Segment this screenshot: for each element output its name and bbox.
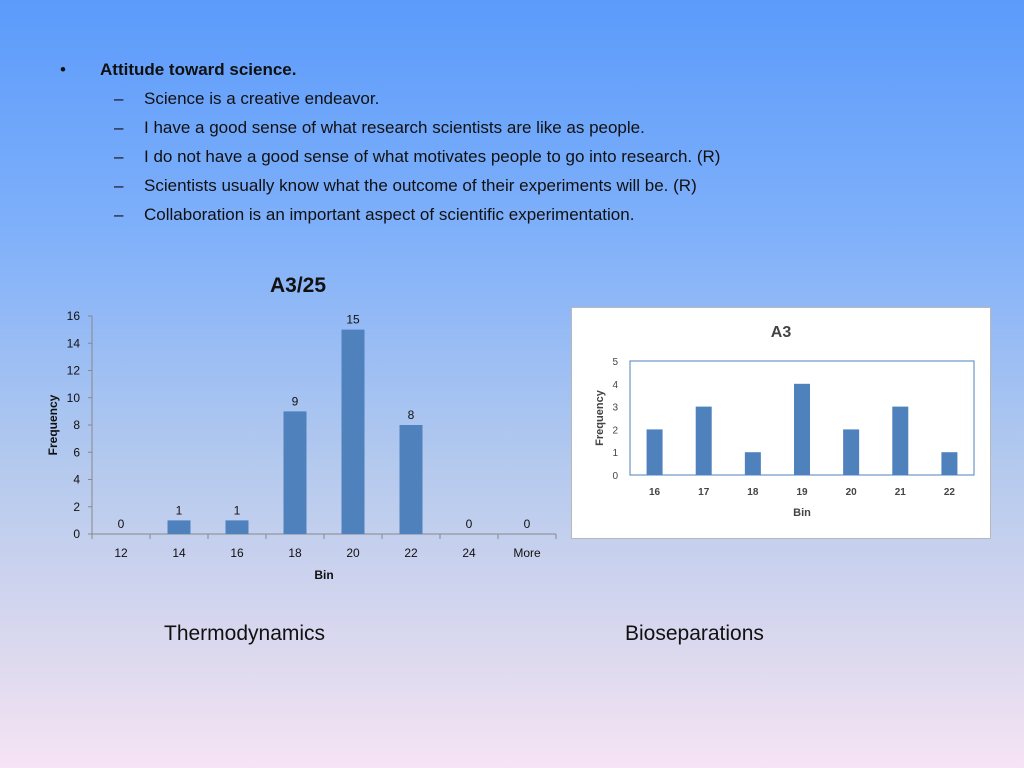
bullet-heading-text: Attitude toward science. bbox=[100, 60, 297, 79]
x-tick-label: 17 bbox=[698, 487, 710, 498]
y-tick-label: 0 bbox=[73, 527, 80, 541]
sub-bullet-text: Scientists usually know what the outcome… bbox=[144, 176, 697, 195]
y-tick-label: 4 bbox=[612, 380, 618, 391]
bar bbox=[225, 520, 249, 534]
dash-icon: – bbox=[114, 205, 124, 224]
bar bbox=[695, 406, 712, 475]
x-axis-label: Bin bbox=[314, 568, 333, 582]
y-tick-label: 12 bbox=[67, 364, 81, 378]
sub-bullet-text: Collaboration is an important aspect of … bbox=[144, 205, 635, 224]
sub-bullet-text: Science is a creative endeavor. bbox=[144, 89, 380, 108]
y-tick-label: 16 bbox=[67, 309, 81, 323]
bar bbox=[794, 383, 810, 475]
sub-bullet: – Collaboration is an important aspect of… bbox=[60, 200, 960, 229]
y-tick-label: 2 bbox=[73, 500, 80, 514]
chart-title: A3 bbox=[771, 324, 792, 341]
bioseparations-chart: A3 Frequency Bin 0 1 2 3 4 5 16 17 18 19 20 21 22 bbox=[594, 324, 975, 519]
data-label: 1 bbox=[234, 503, 241, 517]
bullet-dot-icon: • bbox=[60, 60, 66, 79]
y-tick-label: 6 bbox=[73, 445, 80, 459]
bar bbox=[892, 406, 909, 475]
data-label: 1 bbox=[176, 503, 183, 517]
data-label: 9 bbox=[292, 394, 299, 408]
bar bbox=[646, 429, 663, 475]
y-tick-label: 3 bbox=[612, 403, 618, 414]
dash-icon: – bbox=[114, 89, 124, 108]
x-tick-label: More bbox=[513, 546, 541, 560]
y-tick-label: 10 bbox=[67, 391, 81, 405]
thermodynamics-chart: A3/25 Frequency Bin 02468101214161201411… bbox=[46, 274, 557, 582]
dash-icon: – bbox=[114, 118, 124, 137]
chart-title: A3/25 bbox=[270, 274, 326, 297]
x-tick-label: 14 bbox=[172, 546, 186, 560]
y-tick-label: 5 bbox=[612, 357, 618, 368]
data-label: 0 bbox=[118, 517, 125, 531]
data-label: 15 bbox=[346, 313, 360, 327]
sub-bullet-text: I do not have a good sense of what motiv… bbox=[144, 147, 721, 166]
sub-bullet: – Scientists usually know what the outcom… bbox=[60, 171, 960, 200]
x-tick-label: 12 bbox=[114, 546, 128, 560]
bar bbox=[167, 520, 191, 534]
x-axis-label: Bin bbox=[793, 507, 811, 519]
bar bbox=[744, 452, 761, 475]
y-axis-label: Frequency bbox=[594, 389, 606, 446]
bar bbox=[843, 429, 860, 475]
y-tick-label: 14 bbox=[67, 336, 81, 350]
bullet-heading: • Attitude toward science. bbox=[60, 56, 960, 84]
bar bbox=[941, 452, 958, 475]
dash-icon: – bbox=[114, 176, 124, 195]
bioseparations-chart-frame: A3 Frequency Bin 0 1 2 3 4 5 16 17 18 19 20 21 22 bbox=[571, 307, 991, 539]
x-tick-label: 21 bbox=[895, 487, 907, 498]
y-tick-label: 2 bbox=[612, 425, 618, 436]
data-label: 8 bbox=[408, 408, 415, 422]
x-tick-label: 22 bbox=[944, 487, 956, 498]
dash-icon: – bbox=[114, 147, 124, 166]
x-tick-label: 16 bbox=[649, 487, 661, 498]
sub-bullet: – I have a good sense of what research sc… bbox=[60, 113, 960, 142]
caption-thermodynamics: Thermodynamics bbox=[164, 622, 326, 645]
data-label: 0 bbox=[466, 517, 473, 531]
y-tick-label: 1 bbox=[612, 448, 618, 459]
y-tick-label: 4 bbox=[73, 473, 80, 487]
x-tick-label: 18 bbox=[288, 546, 302, 560]
x-tick-label: 24 bbox=[462, 546, 476, 560]
data-label: 0 bbox=[524, 517, 531, 531]
bar bbox=[341, 329, 365, 534]
bar bbox=[283, 411, 307, 534]
x-tick-label: 20 bbox=[346, 546, 360, 560]
x-tick-label: 16 bbox=[230, 546, 244, 560]
y-tick-label: 8 bbox=[73, 418, 80, 432]
bar bbox=[399, 425, 423, 534]
x-tick-label: 20 bbox=[846, 487, 858, 498]
x-tick-label: 22 bbox=[404, 546, 418, 560]
caption-bioseparations: Bioseparations bbox=[625, 622, 764, 645]
x-tick-label: 18 bbox=[747, 487, 759, 498]
sub-bullet: – Science is a creative endeavor. bbox=[60, 84, 960, 113]
bullet-list: • Attitude toward science. – Science is a… bbox=[60, 56, 960, 229]
y-axis-label: Frequency bbox=[46, 394, 60, 455]
sub-bullet-text: I have a good sense of what research sci… bbox=[144, 118, 645, 137]
sub-bullet: – I do not have a good sense of what moti… bbox=[60, 142, 960, 171]
x-tick-label: 19 bbox=[796, 487, 808, 498]
y-tick-label: 0 bbox=[612, 471, 618, 482]
